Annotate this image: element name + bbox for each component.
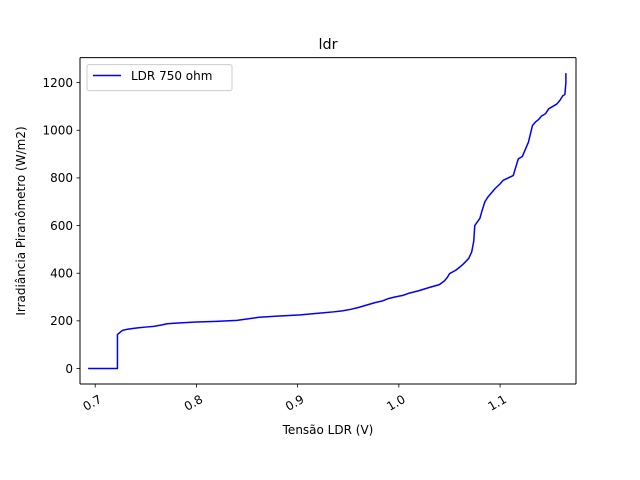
x-tick-label: 1.1 xyxy=(485,392,509,414)
legend-box xyxy=(86,64,233,92)
axes-spines xyxy=(79,57,577,385)
x-tick-label: 0.9 xyxy=(283,392,307,414)
series-layer xyxy=(88,73,567,370)
y-axis-label: Irradiância Piranômetro (W/m2) xyxy=(14,126,28,315)
chart-title: ldr xyxy=(318,37,337,53)
y-axis: 0 200 400 600 800 1000 1200 xyxy=(42,76,80,376)
y-tick-label: 1000 xyxy=(42,124,73,138)
x-tick-label: 1.0 xyxy=(384,392,408,414)
x-axis-label: Tensão LDR (V) xyxy=(282,423,374,437)
legend: LDR 750 ohm xyxy=(86,64,233,92)
x-axis: 0.7 0.8 0.9 1.0 1.1 xyxy=(81,384,509,414)
x-tick-label: 0.8 xyxy=(182,392,206,414)
y-tick-label: 200 xyxy=(50,314,73,328)
x-tick-label: 0.7 xyxy=(81,392,105,414)
plot-area: 0.7 0.8 0.9 1.0 1.1 0 200 400 600 800 1000 1200 xyxy=(42,57,577,414)
y-tick-label: 1200 xyxy=(42,76,73,90)
y-tick-label: 600 xyxy=(50,219,73,233)
plot-frame xyxy=(80,57,576,384)
y-tick-label: 400 xyxy=(50,267,73,281)
legend-label: LDR 750 ohm xyxy=(131,69,212,83)
y-tick-label: 0 xyxy=(65,362,73,376)
y-tick-label: 800 xyxy=(50,171,73,185)
series-line-0 xyxy=(88,73,567,370)
